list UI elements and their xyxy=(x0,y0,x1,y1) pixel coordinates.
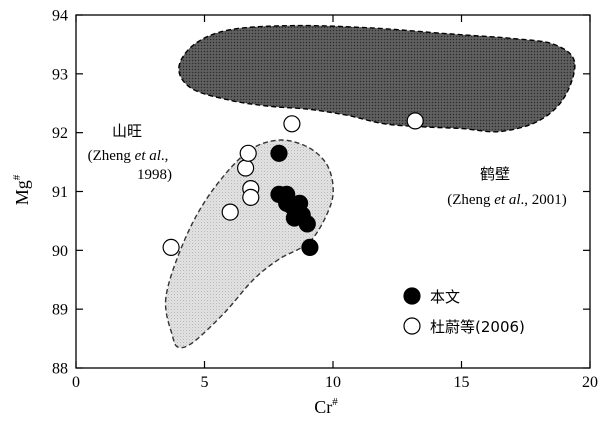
shanwang-region-citation-line2: 1998) xyxy=(137,167,172,183)
legend-open-marker xyxy=(403,317,421,335)
x-tick-label: 20 xyxy=(582,374,598,391)
data-point-open xyxy=(237,159,255,177)
shanwang-cite-pre: (Zheng xyxy=(88,148,135,164)
x-axis-title-sup: # xyxy=(332,396,338,408)
data-point-open xyxy=(406,112,424,130)
x-axis-title-main: Cr xyxy=(314,397,332,417)
ticks-layer: 0 5 10 15 20 88 89 90 91 92 93 94 xyxy=(52,8,598,392)
y-axis-title-main: Mg xyxy=(12,180,32,205)
y-axis-title: Mg# xyxy=(11,174,32,205)
shanwang-region-citation-line1: (Zheng et al., xyxy=(88,148,169,164)
shanwang-cite-em: et al xyxy=(135,148,161,164)
hebi-cite-pre: (Zheng xyxy=(447,192,494,208)
y-axis-title-sup: # xyxy=(11,174,23,180)
hebi-cite-post: ., 2001) xyxy=(521,192,567,208)
x-axis-title: Cr# xyxy=(314,396,338,417)
legend-filled-label: 本文 xyxy=(430,288,460,306)
x-tick-label: 0 xyxy=(72,374,80,391)
y-tick-label: 89 xyxy=(52,302,68,319)
legend: 本文 杜蔚等(2006) xyxy=(403,287,525,336)
legend-filled-marker xyxy=(403,287,421,305)
hebi-region-label: 鹤壁 xyxy=(480,165,510,183)
x-tick-label: 15 xyxy=(454,374,470,391)
legend-open-label: 杜蔚等(2006) xyxy=(430,318,525,336)
y-tick-label: 91 xyxy=(52,184,68,201)
y-tick-label: 92 xyxy=(52,125,68,142)
hebi-cite-em: et al xyxy=(494,192,520,208)
x-tick-label: 5 xyxy=(201,374,209,391)
points-layer xyxy=(162,112,424,256)
y-tick-label: 93 xyxy=(52,66,68,83)
shanwang-region-label: 山旺 xyxy=(112,122,142,140)
regions-layer xyxy=(164,24,576,349)
y-tick-label: 94 xyxy=(52,8,68,25)
hebi-region xyxy=(178,24,576,133)
y-tick-label: 90 xyxy=(52,243,68,260)
data-point-open xyxy=(283,115,301,133)
shanwang-cite-post: ., xyxy=(161,148,169,164)
x-tick-label: 10 xyxy=(325,374,341,391)
data-point-filled xyxy=(298,215,316,233)
data-point-filled xyxy=(270,144,288,162)
hebi-region-citation: (Zheng et al., 2001) xyxy=(447,192,567,208)
data-point-open xyxy=(239,144,257,162)
data-point-open xyxy=(221,203,239,221)
data-point-open xyxy=(242,188,260,206)
data-point-open xyxy=(162,238,180,256)
data-point-filled xyxy=(301,238,319,256)
y-tick-label: 88 xyxy=(52,361,68,378)
